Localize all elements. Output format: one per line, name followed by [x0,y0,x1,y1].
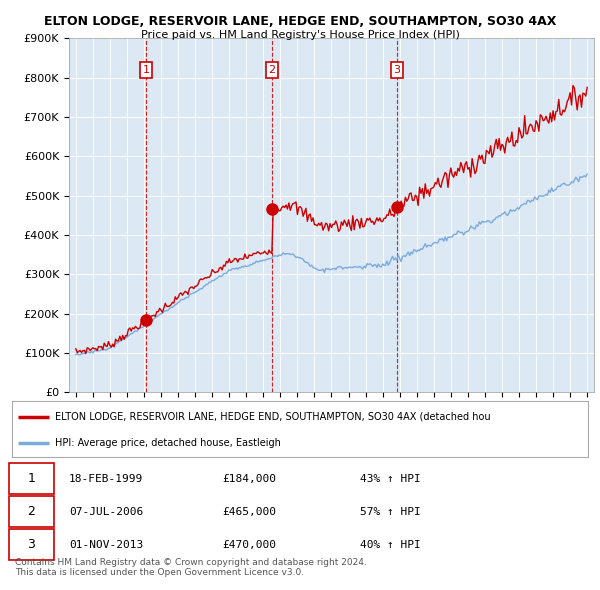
Text: 2: 2 [27,505,35,519]
FancyBboxPatch shape [9,496,54,527]
Text: 3: 3 [394,65,400,75]
Text: Contains HM Land Registry data © Crown copyright and database right 2024.
This d: Contains HM Land Registry data © Crown c… [15,558,367,577]
Text: ELTON LODGE, RESERVOIR LANE, HEDGE END, SOUTHAMPTON, SO30 4AX: ELTON LODGE, RESERVOIR LANE, HEDGE END, … [44,15,556,28]
Text: 1: 1 [27,472,35,486]
Text: ELTON LODGE, RESERVOIR LANE, HEDGE END, SOUTHAMPTON, SO30 4AX (detached hou: ELTON LODGE, RESERVOIR LANE, HEDGE END, … [55,412,491,422]
FancyBboxPatch shape [9,529,54,560]
Text: 3: 3 [27,538,35,552]
Text: 07-JUL-2006: 07-JUL-2006 [69,507,143,517]
Text: £465,000: £465,000 [222,507,276,517]
Text: 01-NOV-2013: 01-NOV-2013 [69,540,143,550]
Text: 40% ↑ HPI: 40% ↑ HPI [360,540,421,550]
Text: HPI: Average price, detached house, Eastleigh: HPI: Average price, detached house, East… [55,438,281,448]
Text: 43% ↑ HPI: 43% ↑ HPI [360,474,421,484]
Text: 18-FEB-1999: 18-FEB-1999 [69,474,143,484]
FancyBboxPatch shape [9,463,54,494]
Text: 57% ↑ HPI: 57% ↑ HPI [360,507,421,517]
Text: £470,000: £470,000 [222,540,276,550]
Text: £184,000: £184,000 [222,474,276,484]
Text: 2: 2 [268,65,275,75]
Text: 1: 1 [143,65,150,75]
Text: Price paid vs. HM Land Registry's House Price Index (HPI): Price paid vs. HM Land Registry's House … [140,30,460,40]
